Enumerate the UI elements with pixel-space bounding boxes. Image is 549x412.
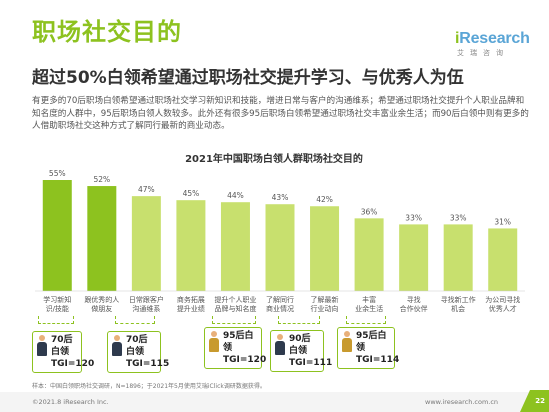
tgi-group-label: 90后白领 — [289, 334, 311, 356]
category-label: 品牌与知名度 — [214, 304, 256, 313]
bar — [354, 218, 384, 291]
category-label: 了解最新 — [311, 295, 339, 304]
footnote: 样本：中国白领职场社交调研，N=1896；于2021年5月使用艾瑞iClick调… — [32, 383, 266, 390]
bar — [265, 204, 295, 291]
category-label: 合作伙伴 — [400, 304, 428, 313]
bar-value-label: 36% — [361, 207, 378, 216]
bar-value-label: 31% — [494, 217, 511, 226]
tgi-value: TGI=120 — [51, 359, 95, 369]
chart-title: 2021年中国职场白领人群职场社交目的 — [185, 152, 363, 165]
summary-paragraph: 有更多的70后职场白领希望通过职场社交学习新知识和技能，增进日常与客户的沟通维系… — [32, 96, 529, 131]
category-label: 商业情况 — [266, 304, 294, 313]
person-icon — [274, 334, 286, 356]
tgi-connector — [212, 316, 256, 324]
bar — [310, 206, 340, 291]
bar-value-label: 33% — [450, 213, 467, 222]
category-label: 寻找新工作 — [441, 295, 476, 304]
tgi-connector — [38, 316, 74, 324]
page-number: 22 — [520, 390, 549, 412]
bar — [220, 202, 250, 291]
bar-value-label: 47% — [138, 185, 155, 194]
bar-chart: 2021年中国职场白领人群职场社交目的 55% 学习新知识/技能 52% 跟优秀的人做… — [35, 152, 525, 313]
tgi-group-label: 70后白领 — [51, 335, 73, 357]
category-label: 商务拓展 — [177, 295, 205, 304]
category-label: 沟通维系 — [132, 304, 160, 313]
tgi-group-label: 70后白领 — [126, 335, 148, 357]
bar — [131, 196, 161, 291]
tgi-value: TGI=111 — [289, 358, 333, 368]
category-label: 提升业绩 — [177, 304, 205, 313]
category-label: 学习新知 — [43, 295, 71, 304]
tgi-value: TGI=120 — [223, 355, 267, 365]
tgi-connector — [115, 316, 155, 324]
bar-value-label: 45% — [183, 189, 200, 198]
tgi-connector — [278, 316, 320, 324]
person-icon — [341, 331, 353, 353]
bar-value-label: 52% — [93, 175, 110, 184]
tgi-badge: 70后白领 TGI=120 — [32, 331, 95, 373]
bar-value-label: 42% — [316, 195, 333, 204]
bar — [176, 200, 206, 291]
logo-subtitle: 艾瑞咨询 — [457, 49, 509, 57]
category-label: 提升个人职业 — [214, 295, 256, 304]
person-icon — [36, 335, 48, 357]
category-label: 优秀人才 — [489, 304, 517, 313]
category-label: 为公司寻找 — [485, 295, 520, 304]
category-label: 做朋友 — [91, 304, 112, 313]
bar-value-label: 44% — [227, 191, 244, 200]
person-icon — [208, 331, 220, 353]
tgi-badge: 95后白领 TGI=120 — [204, 327, 267, 369]
bar — [399, 224, 429, 291]
category-label: 机会 — [451, 304, 465, 313]
tgi-badge: 95后白领 TGI=114 — [337, 327, 400, 369]
tgi-badge: 70后白领 TGI=115 — [107, 331, 170, 373]
page-corner-shape — [520, 390, 549, 412]
logo-wordmark: iResearch — [455, 30, 530, 47]
iresearch-logo: iResearch 艾瑞咨询 — [455, 30, 539, 58]
category-label: 日常跟客户 — [129, 295, 164, 304]
tgi-group-label: 95后白领 — [223, 331, 254, 353]
bar-value-label: 33% — [405, 213, 422, 222]
tgi-group-label: 95后白领 — [356, 331, 387, 353]
bar — [488, 228, 518, 291]
page-title: 职场社交目的 — [32, 18, 182, 46]
tgi-value: TGI=115 — [126, 359, 170, 369]
bar-value-label: 55% — [49, 169, 66, 178]
site-url[interactable]: www.iresearch.com.cn — [425, 398, 499, 406]
bar — [87, 186, 117, 291]
category-label: 业余生活 — [355, 304, 383, 313]
tgi-value: TGI=114 — [356, 355, 400, 365]
person-icon — [111, 335, 123, 357]
tgi-badge: 90后白领 TGI=111 — [270, 330, 333, 372]
category-label: 丰富 — [362, 295, 376, 304]
bar-value-label: 43% — [272, 193, 289, 202]
category-label: 寻找 — [407, 295, 421, 304]
copyright: ©2021.8 iResearch Inc. — [32, 398, 109, 406]
category-label: 识/技能 — [46, 304, 69, 313]
category-label: 了解同行 — [266, 295, 294, 304]
footer-bar — [0, 392, 549, 412]
bar — [443, 224, 473, 291]
category-label: 跟优秀的人 — [84, 295, 119, 304]
category-label: 行业动向 — [311, 304, 339, 313]
page-subtitle: 超过50%白领希望通过职场社交提升学习、与优秀人为伍 — [32, 68, 464, 88]
tgi-connector — [346, 316, 386, 324]
bar — [42, 180, 72, 291]
